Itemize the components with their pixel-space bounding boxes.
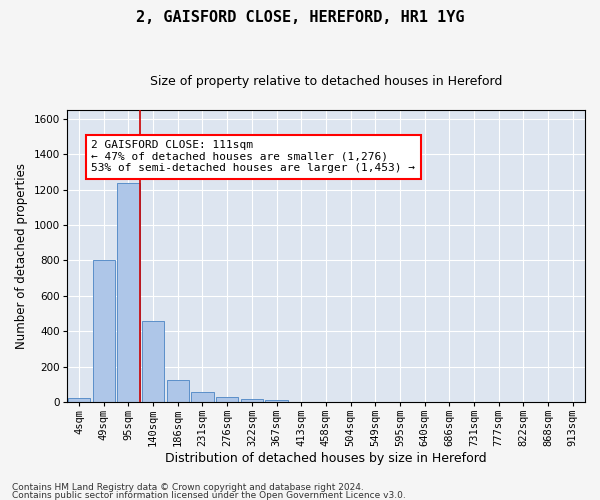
Title: Size of property relative to detached houses in Hereford: Size of property relative to detached ho… xyxy=(149,75,502,88)
X-axis label: Distribution of detached houses by size in Hereford: Distribution of detached houses by size … xyxy=(165,452,487,465)
Text: 2, GAISFORD CLOSE, HEREFORD, HR1 1YG: 2, GAISFORD CLOSE, HEREFORD, HR1 1YG xyxy=(136,10,464,25)
Bar xyxy=(216,397,238,402)
Bar xyxy=(92,260,115,402)
Bar xyxy=(241,399,263,402)
Bar xyxy=(142,322,164,402)
Text: Contains public sector information licensed under the Open Government Licence v3: Contains public sector information licen… xyxy=(12,491,406,500)
Bar xyxy=(118,182,140,402)
Bar xyxy=(68,398,90,402)
Y-axis label: Number of detached properties: Number of detached properties xyxy=(15,163,28,349)
Bar xyxy=(167,380,189,402)
Bar xyxy=(265,400,287,402)
Text: Contains HM Land Registry data © Crown copyright and database right 2024.: Contains HM Land Registry data © Crown c… xyxy=(12,484,364,492)
Text: 2 GAISFORD CLOSE: 111sqm
← 47% of detached houses are smaller (1,276)
53% of sem: 2 GAISFORD CLOSE: 111sqm ← 47% of detach… xyxy=(91,140,415,173)
Bar xyxy=(191,392,214,402)
